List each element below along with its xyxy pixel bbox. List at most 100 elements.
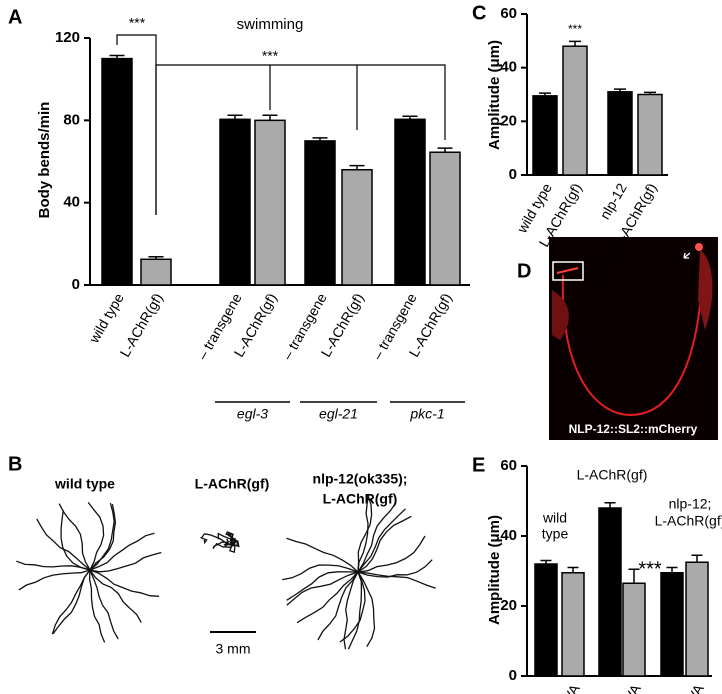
bar — [660, 572, 684, 677]
error-bar — [437, 147, 453, 153]
track — [357, 515, 412, 573]
track — [357, 571, 376, 648]
annotation: wild — [542, 510, 567, 526]
panel-label: C — [472, 2, 486, 24]
track — [89, 569, 119, 640]
bar — [607, 91, 633, 176]
x-tick-label: – DVA — [549, 681, 583, 694]
annotation: *** — [568, 22, 582, 36]
strain-label: nlp-12(ok335); — [313, 471, 408, 487]
strain-label: L-AChR(gf) — [195, 476, 270, 492]
y-tick-label: 0 — [509, 667, 517, 684]
y-tick-label: 60 — [500, 457, 517, 474]
track — [212, 541, 233, 549]
track — [286, 571, 359, 606]
error-bar — [604, 502, 616, 508]
y-tick-label: 20 — [500, 112, 517, 129]
track — [16, 560, 91, 571]
bar — [622, 582, 646, 677]
y-axis-label: Body bends/min — [36, 102, 53, 219]
y-tick-label: 0 — [509, 166, 517, 183]
error-bar — [567, 566, 579, 573]
error-bar — [312, 137, 328, 141]
group-label: egl-3 — [237, 406, 268, 422]
annotation: L-AChR(gf) — [577, 467, 648, 483]
inset-signal — [556, 267, 579, 274]
error-bar — [227, 114, 243, 120]
chart-title: swimming — [237, 16, 304, 33]
y-tick-label: 40 — [500, 59, 517, 76]
track — [357, 494, 373, 573]
bar — [562, 45, 588, 176]
y-tick-label: 120 — [55, 29, 80, 46]
neuron-process — [561, 259, 704, 417]
track — [357, 508, 406, 573]
x-tick-label: – DVA — [610, 681, 644, 694]
error-bar — [349, 164, 365, 170]
track — [339, 571, 366, 643]
error-bar — [569, 40, 581, 47]
x-tick-label: – DVA — [673, 681, 707, 694]
panel-label: E — [472, 454, 485, 476]
track — [357, 493, 370, 573]
error-bar — [540, 559, 552, 564]
error-bar — [666, 566, 678, 573]
track — [286, 571, 359, 601]
error-bar — [148, 256, 164, 260]
caption: NLP-12::SL2::mCherry — [569, 422, 698, 436]
track — [357, 535, 426, 573]
track — [18, 569, 91, 591]
bar — [254, 119, 286, 286]
track — [343, 571, 359, 650]
group-label: egl-21 — [319, 406, 358, 422]
bar — [341, 168, 373, 286]
y-tick-label: 80 — [63, 111, 80, 128]
bar — [534, 563, 558, 677]
y-tick-label: 60 — [500, 5, 517, 22]
annotation: *** — [262, 48, 279, 64]
error-bar — [614, 88, 626, 92]
track — [347, 571, 363, 650]
track — [36, 518, 91, 571]
track — [89, 551, 162, 573]
track — [89, 532, 155, 571]
bar — [561, 572, 585, 677]
panel-label: A — [8, 6, 22, 28]
track — [225, 531, 240, 548]
error-bar — [402, 115, 418, 120]
bar — [532, 95, 558, 176]
strain-label: wild type — [54, 476, 115, 492]
y-tick-label: 40 — [63, 194, 80, 211]
error-bar — [109, 54, 125, 59]
bar — [429, 151, 461, 286]
annotation: *** — [129, 15, 146, 31]
cell-glow — [698, 250, 713, 330]
track — [58, 503, 91, 571]
track — [89, 503, 117, 571]
bar — [140, 258, 172, 286]
annotation: *** — [638, 558, 662, 580]
annotation: nlp-12; — [669, 496, 712, 512]
y-tick-label: 0 — [72, 276, 80, 293]
bar — [598, 507, 622, 677]
y-tick-label: 20 — [500, 597, 517, 614]
track — [357, 559, 433, 578]
arrow — [683, 252, 691, 259]
annotation: type — [542, 526, 569, 542]
track — [89, 502, 115, 571]
bar — [685, 561, 709, 677]
annotation: L-AChR(gf) — [655, 513, 722, 529]
track — [89, 569, 142, 623]
inset-box — [552, 261, 584, 281]
track — [88, 569, 106, 643]
panel-label: D — [517, 260, 531, 282]
track — [357, 502, 397, 573]
track — [282, 564, 359, 581]
track — [87, 502, 105, 571]
track — [199, 533, 233, 546]
bar — [637, 93, 663, 176]
error-bar — [628, 568, 640, 584]
strain-label: L-AChR(gf) — [323, 491, 398, 507]
